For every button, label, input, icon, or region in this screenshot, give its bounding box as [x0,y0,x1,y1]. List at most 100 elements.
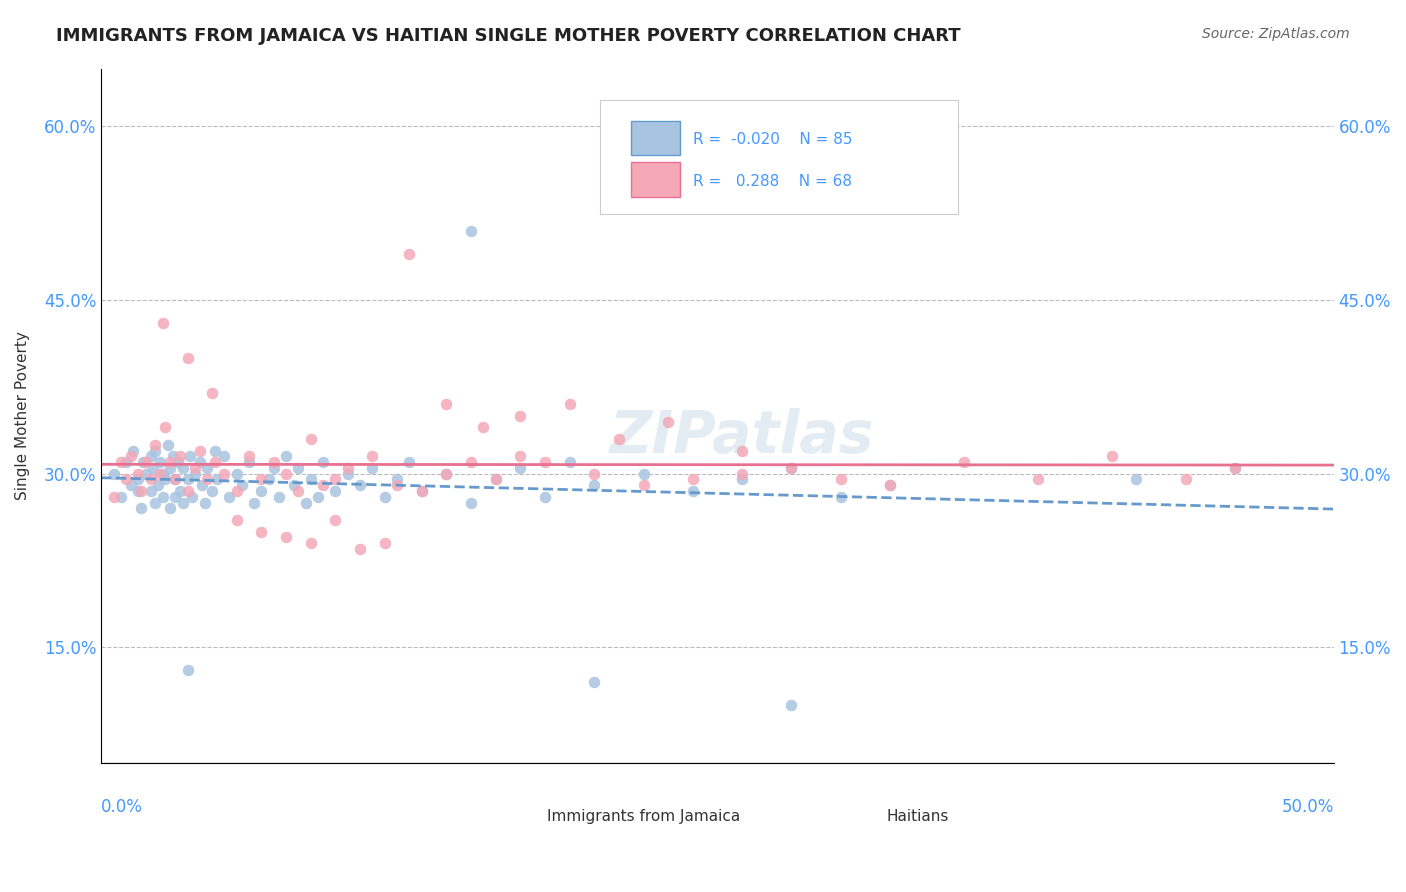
Point [155,420,177,434]
Point [165,473,187,487]
Point [165,490,187,504]
Point [583,675,606,690]
Text: 0.0%: 0.0% [101,797,143,816]
Point [780,698,803,713]
Point [633,467,655,481]
Point [184,467,207,481]
Point [312,455,335,469]
Point [155,473,177,487]
Point [194,495,217,509]
Point [204,443,226,458]
Point [780,461,803,475]
Point [250,524,273,539]
Point [336,467,359,481]
Bar [835,805,877,829]
Point [214,450,236,464]
Point [411,484,433,499]
Point [146,478,169,492]
Point [385,473,408,487]
Point [149,467,172,481]
Point [325,473,347,487]
Point [176,484,198,499]
Point [201,385,224,400]
Point [287,484,309,499]
Point [191,478,214,492]
Text: Haitians: Haitians [886,809,949,824]
Point [682,473,704,487]
Point [731,473,754,487]
Point [879,478,901,492]
Point [682,484,704,499]
Point [830,473,852,487]
Point [263,455,285,469]
Bar [631,162,681,197]
Point [176,664,198,678]
Bar [495,805,538,829]
Point [295,495,318,509]
Point [149,455,172,469]
Point [361,461,384,475]
Point [398,246,420,260]
Point [558,455,581,469]
Point [103,490,125,504]
Point [830,490,852,504]
Point [434,397,457,411]
Point [325,484,347,499]
Point [165,473,187,487]
Y-axis label: Single Mother Poverty: Single Mother Poverty [15,331,30,500]
Point [231,478,253,492]
Point [607,432,630,446]
Point [195,461,218,475]
Point [120,478,142,492]
Point [299,536,322,550]
Point [398,455,420,469]
Point [139,484,162,499]
Point [172,495,194,509]
Point [731,443,754,458]
Point [731,467,754,481]
Point [274,467,297,481]
Point [195,473,218,487]
Point [780,461,803,475]
Point [583,467,606,481]
Point [156,438,179,452]
Point [349,541,371,556]
Point [411,484,433,499]
Text: IMMIGRANTS FROM JAMAICA VS HAITIAN SINGLE MOTHER POVERTY CORRELATION CHART: IMMIGRANTS FROM JAMAICA VS HAITIAN SINGL… [56,27,960,45]
Point [243,495,266,509]
Point [257,473,280,487]
Point [172,461,194,475]
Point [238,455,260,469]
Point [299,473,322,487]
Point [188,455,211,469]
Text: Immigrants from Jamaica: Immigrants from Jamaica [547,809,741,824]
Point [263,461,285,475]
Point [135,455,157,469]
Point [127,484,149,499]
Point [1125,473,1147,487]
Point [374,536,396,550]
Point [325,513,347,527]
Point [110,490,132,504]
Point [139,450,162,464]
Point [953,455,976,469]
Point [152,490,174,504]
Point [159,455,181,469]
Point [179,450,201,464]
Point [205,473,228,487]
Text: Source: ZipAtlas.com: Source: ZipAtlas.com [1202,27,1350,41]
Point [159,501,181,516]
Point [484,473,506,487]
Point [115,473,138,487]
Point [184,461,207,475]
Point [361,450,384,464]
Point [250,473,273,487]
Point [142,461,165,475]
Point [176,473,198,487]
Point [225,513,247,527]
Point [204,455,226,469]
Point [145,443,167,458]
Point [129,501,152,516]
Point [181,490,204,504]
Point [534,490,557,504]
